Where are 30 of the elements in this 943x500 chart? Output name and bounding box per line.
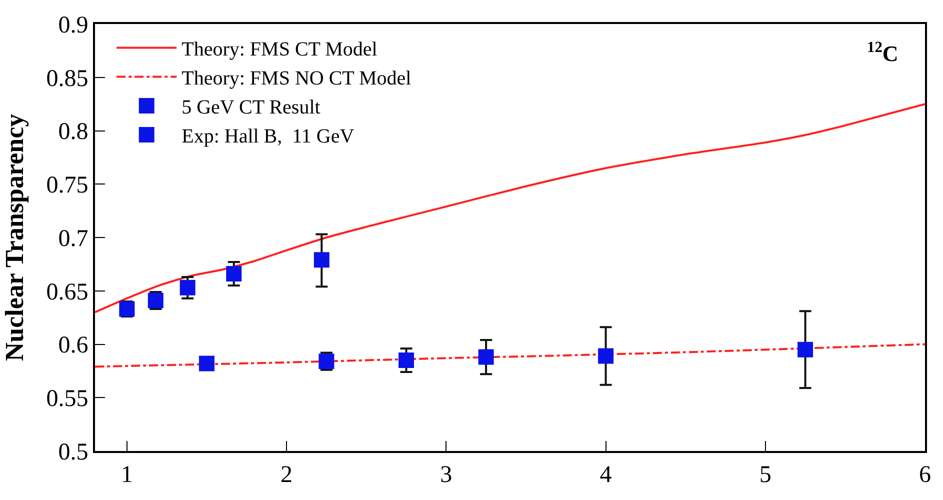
y-tick-label: 0.85 xyxy=(46,66,88,92)
point xyxy=(198,356,214,372)
point xyxy=(226,266,242,282)
point xyxy=(598,348,614,364)
point xyxy=(314,252,330,268)
x-tick-label: 3 xyxy=(440,462,452,488)
y-tick-label: 0.7 xyxy=(58,226,88,252)
y-tick-label: 0.9 xyxy=(58,12,88,38)
annotation: $^{12}$C xyxy=(867,39,898,66)
line-series xyxy=(95,343,925,368)
y-tick-label: 0.5 xyxy=(58,439,88,466)
y-tick-label: 0.65 xyxy=(46,279,88,306)
x-tick-label: 1 xyxy=(120,462,133,488)
y-tick-label: 0.75 xyxy=(46,172,88,199)
y-tick-label: 0.6 xyxy=(58,332,88,359)
x-tick-label: 6 xyxy=(919,462,931,488)
legend-label: 5 GeV CT Result xyxy=(182,96,321,119)
x-tick-label: 2 xyxy=(280,462,293,488)
legend-label: Theory: FMS CT Model xyxy=(182,38,378,61)
x-tick-label: 5 xyxy=(759,462,772,488)
y-tick-label: 0.55 xyxy=(46,386,88,412)
y-tick-label: 0.8 xyxy=(58,119,88,146)
x-tick-label: 4 xyxy=(600,462,612,488)
point xyxy=(398,352,414,368)
legend-label: Theory: FMS NO CT Model xyxy=(182,68,412,90)
point xyxy=(478,349,494,365)
legend-label: Exp: Hall B, 11 GeV xyxy=(182,126,355,148)
y-axis-title: Nuclear Transparency xyxy=(0,114,30,362)
point xyxy=(798,342,814,358)
point xyxy=(180,280,196,296)
